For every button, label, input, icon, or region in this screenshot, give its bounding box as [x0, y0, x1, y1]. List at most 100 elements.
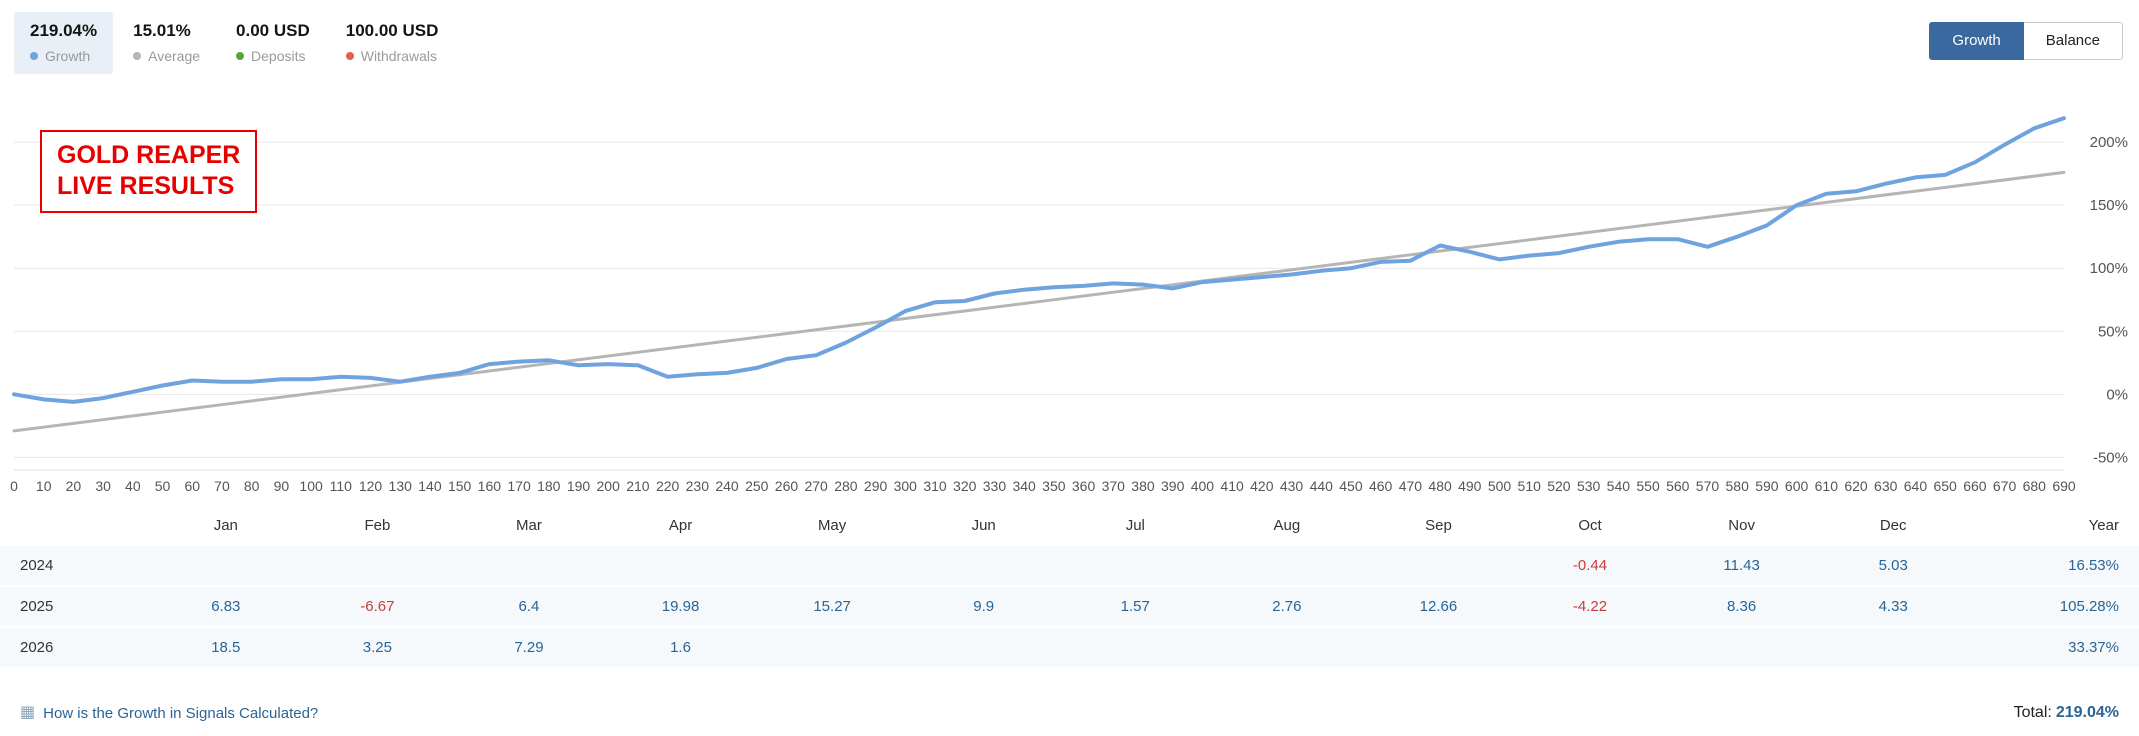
stat-growth[interactable]: 219.04% Growth — [14, 12, 114, 74]
x-axis-label: 400 — [1191, 478, 1215, 494]
view-button-balance[interactable]: Balance — [2023, 22, 2123, 60]
x-axis-label: 250 — [745, 478, 769, 494]
cell-2025-aug: 2.76 — [1272, 598, 1302, 615]
growth-help-link-label: How is the Growth in Signals Calculated? — [43, 704, 319, 722]
x-axis-label: 440 — [1310, 478, 1334, 494]
cell-2026-jan: 18.5 — [211, 639, 241, 656]
view-toggle: Growth Balance — [1929, 22, 2123, 60]
month-header-oct: Oct — [1578, 516, 1602, 534]
x-axis-label: 310 — [923, 478, 947, 494]
x-axis-label: 70 — [214, 478, 230, 494]
x-axis-label: 670 — [1993, 478, 2017, 494]
month-header-jul: Jul — [1125, 516, 1145, 534]
stat-label: Growth — [30, 48, 97, 64]
x-axis-label: 120 — [359, 478, 383, 494]
stat-label: Average — [133, 48, 200, 64]
x-axis-label: 50 — [155, 478, 171, 494]
table-row-2024: 2024 -0.44 11.43 5.03 16.53% — [0, 546, 2139, 587]
x-axis-label: 510 — [1518, 478, 1542, 494]
x-axis-label: 410 — [1220, 478, 1244, 494]
chart-header: 219.04% Growth 15.01% Average 0.00 USD Deposi… — [14, 12, 2123, 74]
stat-label: Deposits — [236, 48, 310, 64]
x-axis-label: 180 — [537, 478, 561, 494]
cell-2024-dec: 5.03 — [1878, 557, 1908, 574]
month-header-nov: Nov — [1728, 516, 1755, 534]
x-axis-label: 690 — [2052, 478, 2076, 494]
x-axis-label: 130 — [389, 478, 413, 494]
annotation-line-2: LIVE RESULTS — [57, 172, 235, 201]
x-axis-label: 460 — [1369, 478, 1393, 494]
x-axis-label: 0 — [10, 478, 18, 494]
cell-2025-nov: 8.36 — [1727, 598, 1757, 615]
y-axis-label: 0% — [2106, 386, 2128, 403]
month-header-feb: Feb — [364, 516, 391, 534]
x-axis-label: 350 — [1042, 478, 1066, 494]
x-axis-label: 10 — [36, 478, 52, 494]
stat-label: Withdrawals — [345, 48, 439, 64]
stat-value: 219.04% — [30, 21, 98, 40]
x-axis-label: 20 — [66, 478, 82, 494]
average-trend-line — [12, 170, 2066, 433]
growth-help-link[interactable]: ▦ How is the Growth in Signals Calculate… — [20, 705, 318, 722]
x-axis-label: 150 — [448, 478, 472, 494]
cell-2025-apr: 19.98 — [661, 598, 700, 615]
table-row-2025: 2025 6.83 -6.67 6.4 19.98 15.27 9.9 1.57 2.76 12.… — [0, 587, 2139, 628]
month-header-may: May — [817, 516, 847, 534]
x-axis-label: 600 — [1785, 478, 1809, 494]
x-axis-label: 300 — [894, 478, 918, 494]
cell-2025-jun: 9.9 — [973, 598, 995, 615]
x-axis-label: 490 — [1458, 478, 1482, 494]
cell-2025-year-total: 105.28% — [2059, 598, 2119, 615]
legend-dot-icon — [345, 52, 354, 60]
x-axis-label: 240 — [715, 478, 739, 494]
growth-chart[interactable]: 200% 150% 100% 50% 0% -50% 0 10 20 30 40 50 60 70 80 90… — [0, 88, 2139, 500]
y-axis-label: 200% — [2090, 134, 2128, 151]
stat-withdrawals[interactable]: 100.00 USD Withdrawals — [330, 12, 455, 74]
y-axis-label: 50% — [2098, 323, 2128, 340]
x-axis-label: 80 — [244, 478, 260, 494]
month-header-sep: Sep — [1425, 516, 1452, 534]
x-axis-label: 450 — [1339, 478, 1363, 494]
x-axis-label: 220 — [656, 478, 680, 494]
stat-value: 100.00 USD — [345, 21, 439, 40]
x-axis-label: 560 — [1666, 478, 1690, 494]
x-axis-label: 270 — [804, 478, 828, 494]
annotation-box: GOLD REAPER LIVE RESULTS — [40, 130, 258, 213]
cell-2025-oct: -4.22 — [1572, 598, 1608, 615]
month-header-aug: Aug — [1273, 516, 1301, 534]
month-header-jan: Jan — [213, 516, 238, 534]
month-header-row: Jan Feb Mar Apr May Jun Jul Aug Sep Oct Nov Dec Year — [0, 510, 2139, 540]
row-year-label: 2024 — [20, 557, 54, 574]
x-axis-label: 470 — [1399, 478, 1423, 494]
table-grid-icon: ▦ — [20, 704, 36, 721]
view-button-growth[interactable]: Growth — [1929, 22, 2024, 60]
x-axis-label: 230 — [686, 478, 710, 494]
x-axis-label: 90 — [274, 478, 290, 494]
x-axis-label: 660 — [1963, 478, 1987, 494]
total-value: 219.04% — [2055, 704, 2119, 721]
x-axis-label: 340 — [1012, 478, 1036, 494]
y-axis-label: -50% — [2093, 449, 2128, 466]
total-growth: Total: 219.04% — [2014, 704, 2119, 722]
x-axis-label: 30 — [95, 478, 111, 494]
x-axis-label: 420 — [1250, 478, 1274, 494]
total-label: Total: — [2013, 704, 2052, 721]
x-axis-label: 320 — [953, 478, 977, 494]
month-header-mar: Mar — [516, 516, 542, 534]
x-axis-label: 260 — [775, 478, 799, 494]
x-axis-label: 620 — [1844, 478, 1868, 494]
x-axis-label: 100 — [299, 478, 323, 494]
cell-2025-may: 15.27 — [813, 598, 851, 615]
stat-average[interactable]: 15.01% Average — [117, 12, 216, 74]
x-axis-label: 370 — [1102, 478, 1126, 494]
legend-dot-icon — [30, 52, 38, 60]
month-header-dec: Dec — [1879, 516, 1907, 534]
x-axis-label: 530 — [1577, 478, 1601, 494]
row-year-label: 2026 — [20, 639, 54, 656]
cell-2026-mar: 7.29 — [514, 639, 544, 656]
stat-deposits[interactable]: 0.00 USD Deposits — [220, 12, 326, 74]
y-axis-label: 150% — [2090, 197, 2128, 214]
footer-bar: ▦ How is the Growth in Signals Calculate… — [0, 690, 2139, 736]
x-axis-label: 590 — [1755, 478, 1779, 494]
x-axis-label: 570 — [1696, 478, 1720, 494]
